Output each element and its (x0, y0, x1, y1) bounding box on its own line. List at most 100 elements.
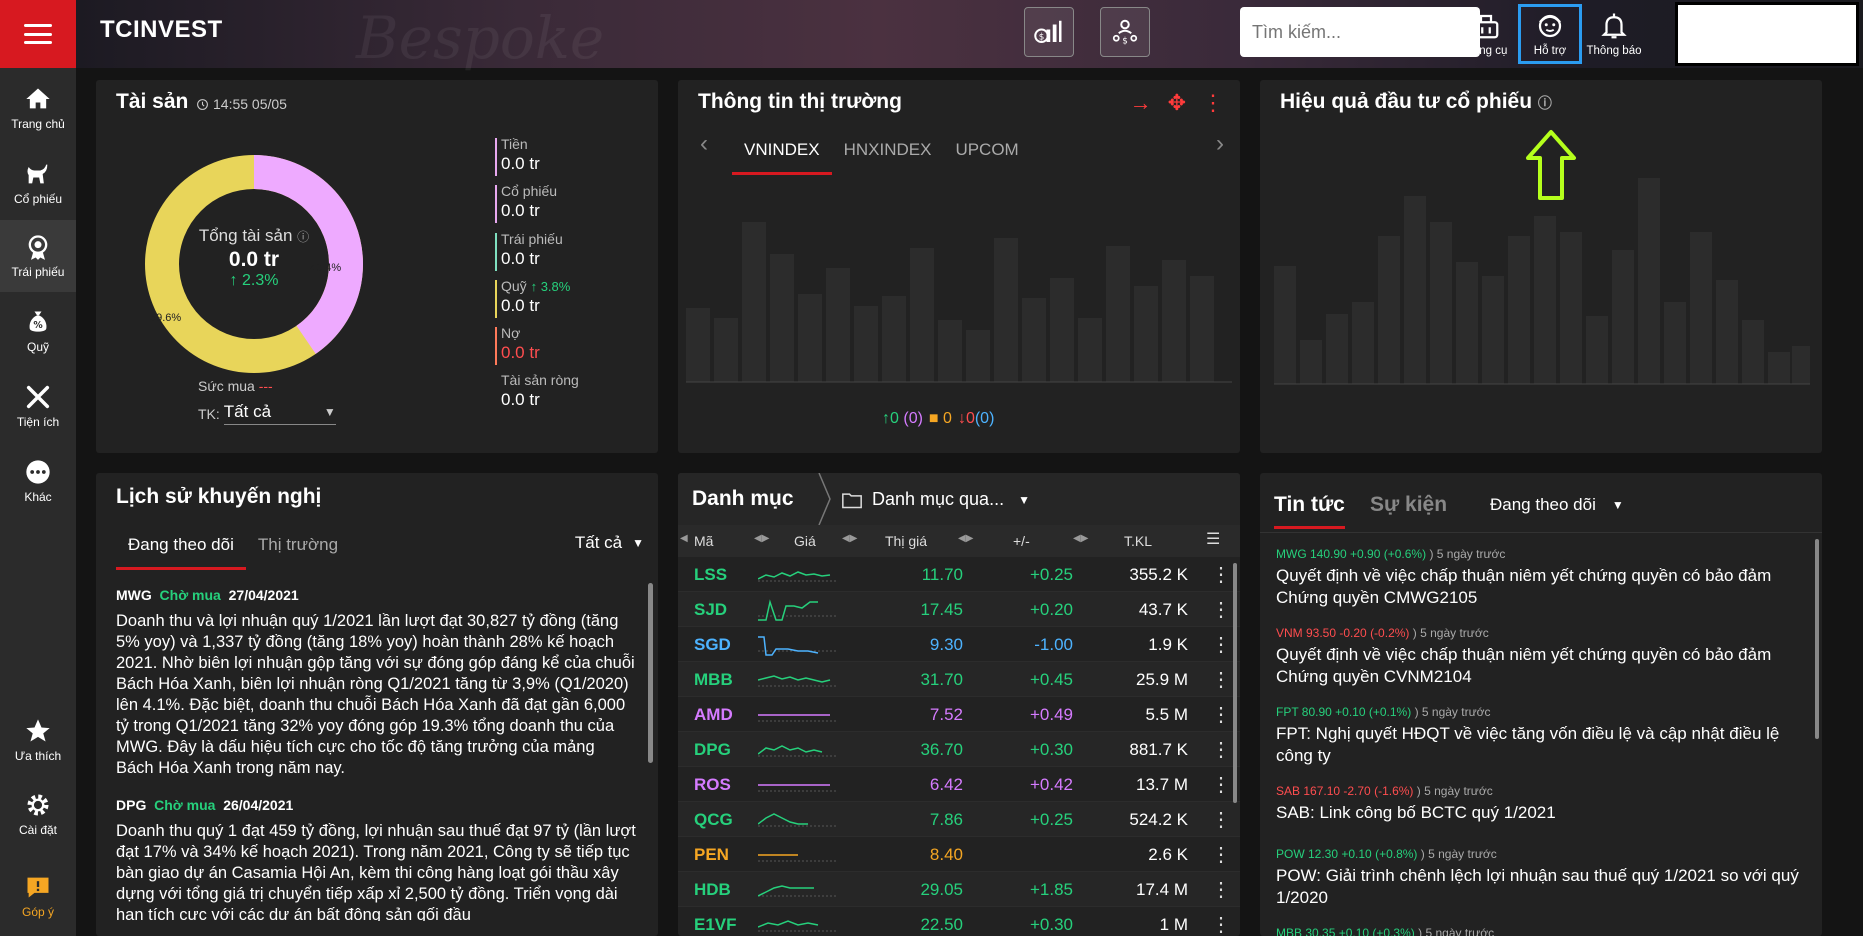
stock-code[interactable]: SGD (694, 635, 731, 654)
news-item[interactable]: MWG 140.90 +0.90 (+0.6%) ) 5 ngày trước Q… (1276, 547, 1816, 609)
sidebar-item-home[interactable]: Trang chủ (0, 72, 76, 144)
stock-code[interactable]: MBB (694, 670, 733, 689)
tools-button[interactable]: Công cụ (1454, 4, 1518, 64)
sidebar-item-feedback[interactable]: Góp ý (0, 860, 76, 932)
news-filter[interactable]: Đang theo dõi ▼ (1490, 495, 1624, 514)
info-icon[interactable]: ⓘ (297, 230, 310, 244)
news-item[interactable]: POW 12.30 +0.10 (+0.8%) ) 5 ngày trước PO… (1276, 847, 1816, 909)
col-volume[interactable]: T.KL (1124, 533, 1153, 549)
row-menu-icon[interactable]: ⋮ (1211, 774, 1231, 796)
account-select[interactable]: Tất cả ▼ (223, 402, 336, 425)
column-toggle-icon[interactable]: ◀▶ (958, 533, 974, 544)
recommendation-item[interactable]: MWG Chờ mua 27/04/2021 Doanh thu và lợi … (116, 587, 636, 779)
tab-vnindex[interactable]: VNINDEX (732, 140, 832, 175)
stock-code[interactable]: HDB (694, 880, 731, 899)
collapse-left-icon[interactable]: ◀ (680, 533, 688, 544)
assets-timestamp: 14:55 05/05 (196, 96, 287, 112)
table-row[interactable]: DPG 36.70 +0.30 881.7 K ⋮ (678, 732, 1240, 767)
support-button[interactable]: Hỗ trợ (1518, 4, 1582, 64)
table-row[interactable]: ROS 6.42 +0.42 13.7 M ⋮ (678, 767, 1240, 802)
tab-events[interactable]: Sự kiện (1370, 493, 1448, 516)
tab-hnxindex[interactable]: HNXINDEX (843, 140, 932, 159)
row-menu-icon[interactable]: ⋮ (1211, 564, 1231, 586)
table-row[interactable]: AMD 7.52 +0.49 5.5 M ⋮ (678, 697, 1240, 732)
col-code[interactable]: Mã (694, 533, 714, 549)
news-time: 5 ngày trước (1420, 626, 1489, 640)
news-item[interactable]: VNM 93.50 -0.20 (-0.2%) ) 5 ngày trước Qu… (1276, 626, 1816, 688)
col-market-price[interactable]: Thị giá (885, 533, 928, 549)
row-menu-icon[interactable]: ⋮ (1211, 879, 1231, 901)
row-menu-icon[interactable]: ⋮ (1211, 669, 1231, 691)
account-box[interactable] (1675, 2, 1859, 66)
scrollbar[interactable] (1815, 539, 1819, 739)
stock-code[interactable]: LSS (694, 565, 728, 584)
news-meta: POW 12.30 +0.10 (+0.8%) ) 5 ngày trước (1276, 847, 1497, 861)
table-row[interactable]: QCG 7.86 +0.25 524.2 K ⋮ (678, 802, 1240, 837)
watchlist-folder-select[interactable]: Danh mục qua... ▼ (842, 489, 1030, 510)
menu-button[interactable] (0, 0, 76, 68)
row-menu-icon[interactable]: ⋮ (1211, 634, 1231, 656)
search-box[interactable] (1240, 7, 1484, 57)
news-item[interactable]: MBB 30.35 +0.10 (+0.3%) ) 5 ngày trước (1276, 926, 1816, 936)
table-row[interactable]: E1VF 22.50 +0.30 1 M ⋮ (678, 907, 1240, 936)
unchanged: ■ 0 (928, 410, 952, 427)
stock-volume: 17.4 M (1136, 880, 1188, 899)
stock-code[interactable]: ROS (694, 775, 731, 794)
row-menu-icon[interactable]: ⋮ (1211, 844, 1231, 866)
sidebar-item-bonds[interactable]: Trái phiếu (0, 220, 76, 292)
search-input[interactable] (1252, 21, 1484, 43)
table-row[interactable]: SJD 17.45 +0.20 43.7 K ⋮ (678, 592, 1240, 627)
tab-upcom[interactable]: UPCOM (955, 140, 1019, 159)
stock-code[interactable]: AMD (694, 705, 733, 724)
top-header: TCINVEST Bespoke $ $ Công cụ Hỗ trợ Thôn… (76, 0, 1863, 72)
sidebar-item-utilities[interactable]: Tiện ích (0, 370, 76, 442)
chevron-left-icon[interactable]: ‹ (700, 130, 708, 157)
more-icon (26, 460, 50, 484)
stock-code[interactable]: PEN (694, 845, 729, 864)
move-icon[interactable]: ✥ (1167, 90, 1186, 115)
row-menu-icon[interactable]: ⋮ (1211, 914, 1231, 936)
column-toggle-icon[interactable]: ◀▶ (754, 533, 770, 544)
stock-code[interactable]: SJD (694, 600, 728, 619)
scrollbar[interactable] (1233, 563, 1237, 803)
advisor-button[interactable]: $ (1100, 7, 1150, 57)
info-icon[interactable]: ⓘ (1537, 95, 1552, 111)
row-menu-icon[interactable]: ⋮ (1211, 809, 1231, 831)
stock-change: +0.30 (1029, 740, 1073, 759)
recommendation-item[interactable]: DPG Chờ mua 26/04/2021 Doanh thu quý 1 đ… (116, 797, 636, 921)
notifications-button[interactable]: Thông báo (1582, 4, 1646, 64)
stock-code[interactable]: E1VF (694, 915, 737, 934)
table-row[interactable]: PEN 8.40 2.6 K ⋮ (678, 837, 1240, 872)
scrollbar[interactable] (648, 583, 653, 763)
column-toggle-icon[interactable]: ◀▶ (1073, 533, 1089, 544)
recommendations-filter[interactable]: Tất cả ▼ (574, 533, 644, 552)
sidebar-item-favorites[interactable]: Ưa thích (0, 704, 76, 776)
table-row[interactable]: HDB 29.05 +1.85 17.4 M ⋮ (678, 872, 1240, 907)
stock-code[interactable]: DPG (694, 740, 731, 759)
news-item[interactable]: SAB 167.10 -2.70 (-1.6%) ) 5 ngày trước S… (1276, 784, 1816, 824)
trading-button[interactable]: $ (1024, 7, 1074, 57)
table-row[interactable]: SGD 9.30 -1.00 1.9 K ⋮ (678, 627, 1240, 662)
news-item[interactable]: FPT 80.90 +0.10 (+0.1%) ) 5 ngày trước FP… (1276, 705, 1816, 767)
sidebar-item-stocks[interactable]: Cổ phiếu (0, 147, 76, 219)
kebab-menu-icon[interactable]: ⋮ (1202, 90, 1224, 115)
row-menu-icon[interactable]: ⋮ (1211, 739, 1231, 761)
tab-following[interactable]: Đang theo dõi (116, 535, 246, 570)
arrow-right-icon[interactable]: → (1129, 90, 1152, 115)
row-menu-icon[interactable]: ⋮ (1211, 704, 1231, 726)
table-row[interactable]: LSS 11.70 +0.25 355.2 K ⋮ (678, 557, 1240, 592)
tab-news[interactable]: Tin tức (1274, 493, 1345, 529)
stock-code[interactable]: QCG (694, 810, 733, 829)
column-toggle-icon[interactable]: ◀▶ (842, 533, 858, 544)
col-price[interactable]: Giá (794, 533, 816, 549)
col-change[interactable]: +/- (1013, 533, 1030, 549)
row-menu-icon[interactable]: ⋮ (1211, 599, 1231, 621)
chevron-right-icon[interactable]: › (1216, 130, 1224, 157)
sidebar-item-funds[interactable]: % Quỹ (0, 295, 76, 367)
table-row[interactable]: MBB 31.70 +0.45 25.9 M ⋮ (678, 662, 1240, 697)
brand-logo[interactable]: TCINVEST (100, 16, 223, 43)
sidebar-item-more[interactable]: Khác (0, 445, 76, 517)
tab-market[interactable]: Thị trường (257, 535, 339, 554)
sidebar-item-settings[interactable]: Cài đặt (0, 778, 76, 850)
columns-menu-icon[interactable]: ☰ (1206, 531, 1221, 548)
